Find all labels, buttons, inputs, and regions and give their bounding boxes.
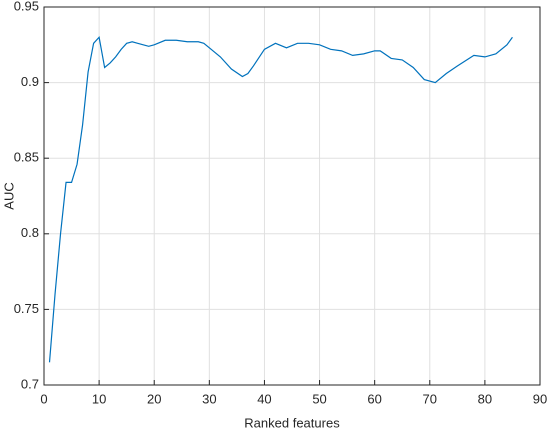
x-tick-label: 60 — [367, 391, 381, 406]
x-tick-label: 50 — [312, 391, 326, 406]
y-axis-label: AUC — [1, 182, 16, 209]
y-tick-label: 0.95 — [14, 0, 39, 13]
y-tick-label: 0.8 — [21, 225, 39, 240]
data-line — [48, 35, 513, 363]
plot-frame — [43, 6, 541, 386]
x-tick-label: 20 — [147, 391, 161, 406]
x-axis-label: Ranked features — [244, 415, 340, 430]
y-tick-label: 0.9 — [21, 74, 39, 89]
x-tick-label: 80 — [478, 391, 492, 406]
x-tick-label: 10 — [92, 391, 106, 406]
x-tick-label: 0 — [40, 391, 47, 406]
x-tick-label: 90 — [533, 391, 547, 406]
y-tick-label: 0.85 — [14, 150, 39, 165]
x-tick-label: 40 — [257, 391, 271, 406]
x-tick-label: 70 — [423, 391, 437, 406]
y-tick-label: 0.7 — [21, 376, 39, 391]
x-tick-label: 30 — [202, 391, 216, 406]
y-tick-label: 0.75 — [14, 301, 39, 316]
